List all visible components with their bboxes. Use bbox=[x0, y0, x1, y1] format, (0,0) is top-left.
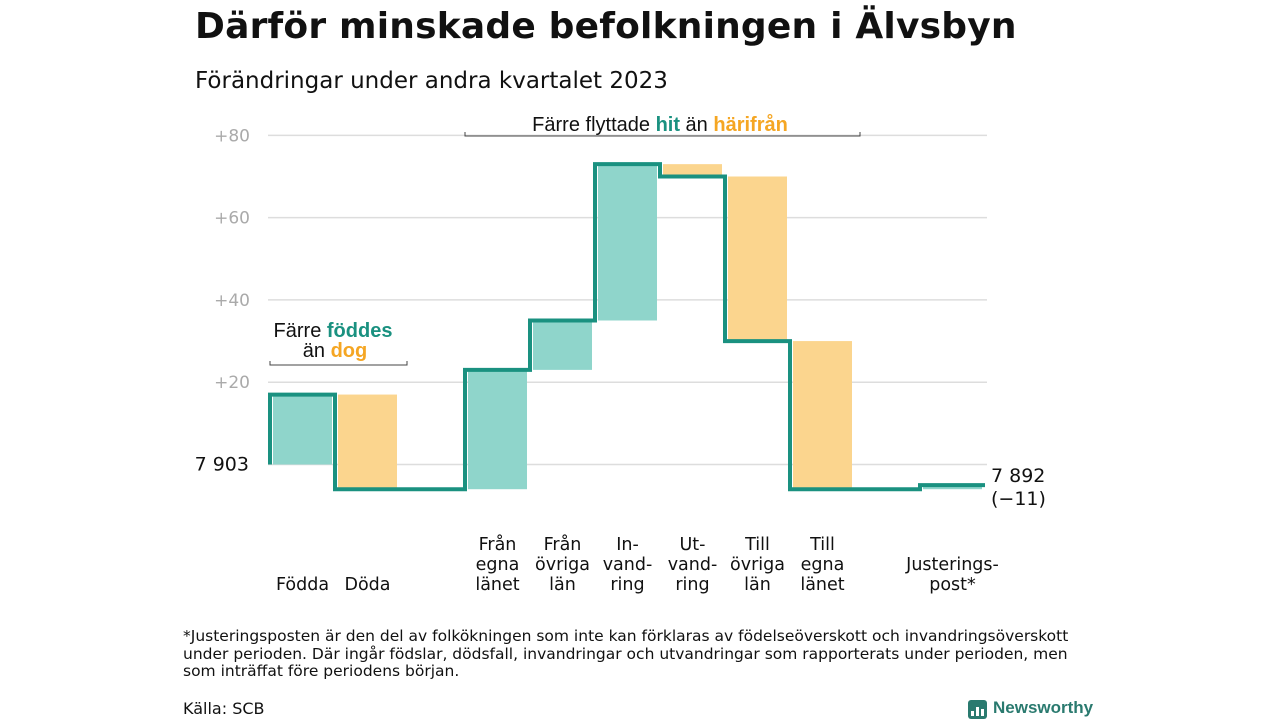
category-label: egna bbox=[476, 555, 520, 575]
annotation-births: Färre föddes bbox=[274, 320, 393, 342]
category-label: län bbox=[549, 575, 576, 595]
newsworthy-logo: Newsworthy bbox=[968, 696, 1093, 719]
y-tick-label: +20 bbox=[214, 373, 250, 393]
waterfall-bar bbox=[923, 485, 982, 490]
category-label: ring bbox=[675, 575, 709, 595]
category-label: Döda bbox=[344, 575, 390, 595]
category-label: ring bbox=[610, 575, 644, 595]
y-tick-label: +60 bbox=[214, 209, 250, 229]
waterfall-bar bbox=[338, 394, 397, 490]
category-label: Till bbox=[744, 535, 770, 555]
waterfall-bar bbox=[728, 176, 787, 342]
footnote: *Justeringsposten är den del av folkökni… bbox=[183, 627, 1069, 680]
annotation-deaths: än dog bbox=[303, 340, 367, 362]
end-change-label: (−11) bbox=[991, 488, 1046, 510]
start-value-label: 7 903 bbox=[195, 454, 249, 476]
waterfall-bar bbox=[533, 320, 592, 370]
chart-title: Därför minskade befolkningen i Älvsbyn bbox=[195, 6, 1017, 47]
category-label: Födda bbox=[276, 575, 329, 595]
category-label: Från bbox=[479, 534, 517, 555]
category-label: Justerings- bbox=[905, 555, 999, 575]
category-label: vand- bbox=[668, 555, 718, 575]
end-value-label: 7 892 bbox=[991, 465, 1045, 487]
category-label: län bbox=[744, 575, 771, 595]
source-note: Källa: SCB bbox=[183, 699, 265, 718]
category-label: länet bbox=[475, 575, 519, 595]
birth-death-bracket bbox=[269, 361, 408, 366]
cumulative-line bbox=[268, 162, 985, 492]
bar-chart-icon bbox=[968, 700, 987, 719]
waterfall-bar bbox=[793, 341, 852, 490]
waterfall-bar bbox=[598, 164, 657, 321]
category-label: länet bbox=[800, 575, 844, 595]
waterfall-bar bbox=[468, 369, 527, 490]
category-label: post* bbox=[929, 575, 976, 595]
waterfall-bar bbox=[663, 164, 722, 177]
category-label: vand- bbox=[603, 555, 653, 575]
category-label: Ut- bbox=[680, 535, 706, 555]
category-label: övriga bbox=[730, 555, 785, 575]
category-label: egna bbox=[801, 555, 845, 575]
category-label: övriga bbox=[535, 555, 590, 575]
migration-bracket bbox=[464, 132, 861, 137]
chart-subtitle: Förändringar under andra kvartalet 2023 bbox=[195, 68, 668, 94]
y-tick-label: +40 bbox=[214, 291, 250, 311]
logo-text: Newsworthy bbox=[993, 697, 1094, 717]
category-label: In- bbox=[616, 535, 639, 555]
annotation-migration: Färre flyttade hit än härifrån bbox=[532, 113, 788, 136]
category-label: Till bbox=[809, 535, 835, 555]
waterfall-bar bbox=[273, 394, 332, 465]
y-tick-label: +80 bbox=[214, 126, 250, 146]
category-label: Från bbox=[544, 534, 582, 555]
